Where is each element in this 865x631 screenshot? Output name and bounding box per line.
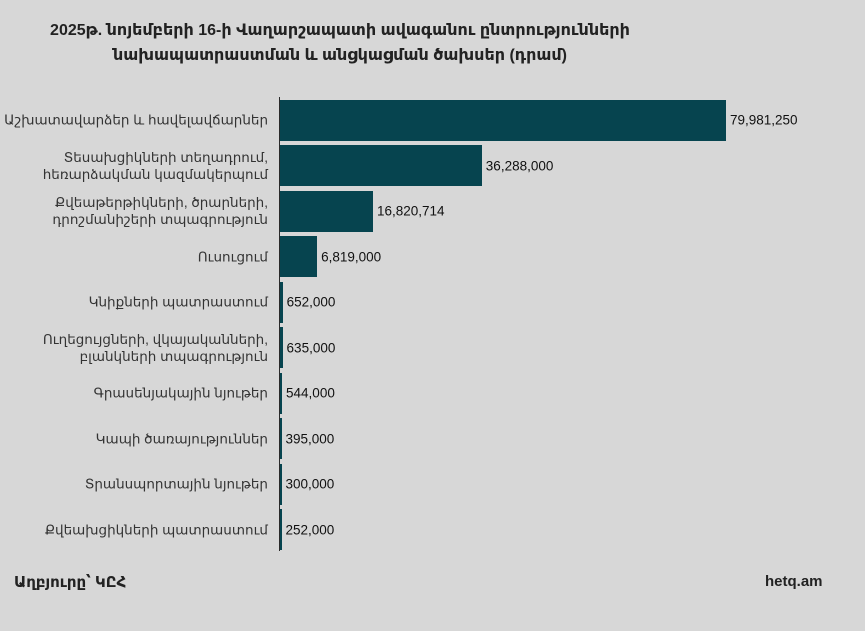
category-label-line: դրոշմանիշերի տպագրություն [52,212,268,227]
chart-title-line-1: 2025թ. նոյեմբերի 16-ի Վաղարշապատի ավագան… [50,22,630,39]
bar [279,463,282,505]
category-label-line: Տեսախցիկների տեղադրում, [63,149,268,165]
data-label: 300,000 [285,476,335,492]
category-label-line: բլանկների տպագրություն [79,348,268,364]
data-label: 6,819,000 [321,249,382,264]
category-label: Տեսախցիկների տեղադրում, հեռարձակման կազմա… [0,149,268,183]
category-label-line: Ուղեցույցների, վկայականների, [42,331,268,347]
bar [279,190,373,232]
category-label: Քվեախցիկների պատրաստում [0,521,268,538]
category-label: Քվեաթերթիկների, ծրարների, դրոշմանիշերի տպ… [0,194,268,228]
category-label-line: Գրասենյակային նյութեր [93,385,268,401]
category-label-line: Աշխատավարձեր և հավելավճարներ [4,112,268,128]
bar [279,281,283,323]
data-label: 652,000 [286,294,336,310]
category-label-line: հեռարձակման կազմակերպում [42,166,268,182]
bar [279,145,482,186]
data-label: 36,288,000 [485,158,554,173]
chart-title-line-2: նախապատրաստման և անցկացման ծախսեր (դրամ) [112,47,567,64]
brand-label: hetq.am [765,573,823,590]
category-label-line: Ուսուցում [197,249,268,264]
bar [279,509,282,550]
data-label: 16,820,714 [377,203,445,219]
source-note: Աղբյուրը՝ ԿԸՀ [14,574,127,591]
y-axis-line [279,97,280,551]
category-label: Ուսուցում [0,248,268,265]
data-label: 635,000 [286,340,336,355]
category-label: Տրանսպորտային նյութեր [0,476,268,493]
category-label: Գրասենյակային նյութեր [0,385,268,402]
category-label: Ուղեցույցների, վկայականների, բլանկների տպ… [0,331,268,365]
category-label-line: Տրանսպորտային նյութեր [84,476,268,492]
data-label: 252,000 [285,522,335,537]
category-label-line: Կնիքների պատրաստում [88,294,268,310]
category-label-line: Կապի ծառայություններ [95,431,268,446]
data-label: 395,000 [285,431,335,446]
bar [279,99,726,141]
category-label-line: Քվեաթերթիկների, ծրարների, [54,195,268,210]
category-label: Աշխատավարձեր և հավելավճարներ [0,112,268,129]
data-label: 544,000 [286,385,335,401]
bar [279,327,283,368]
category-label: Կնիքների պատրաստում [0,294,268,311]
data-label: 79,981,250 [730,112,798,128]
category-label-line: Քվեախցիկների պատրաստում [44,522,268,537]
chart-title: 2025թ. նոյեմբերի 16-ի Վաղարշապատի ավագան… [0,18,680,68]
bar [279,236,318,277]
bar [279,418,282,459]
bar [279,372,283,414]
category-label: Կապի ծառայություններ [0,430,268,447]
